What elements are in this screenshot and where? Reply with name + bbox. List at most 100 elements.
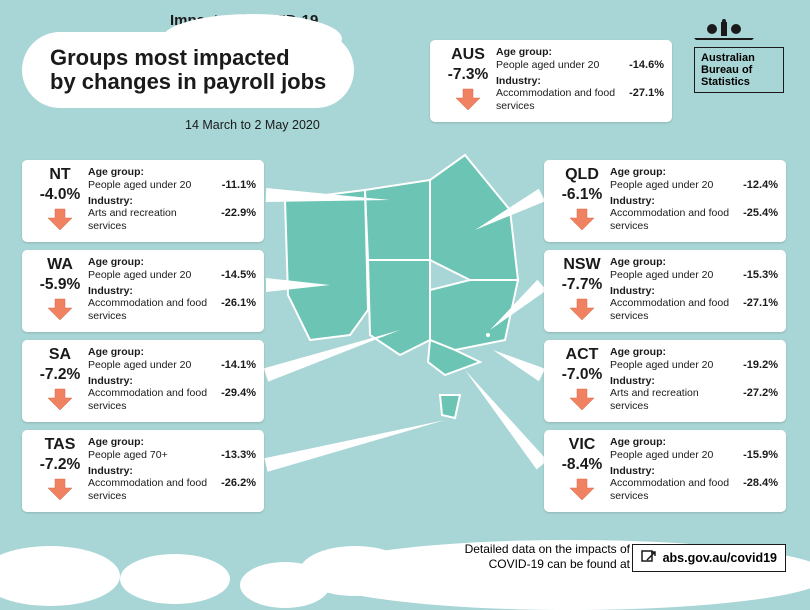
industry-label: Industry:	[610, 465, 655, 478]
industry-pct: -26.1%	[214, 297, 256, 322]
state-pct: -5.9%	[32, 276, 88, 294]
state-pct: -7.3%	[440, 66, 496, 84]
link-icon	[641, 550, 657, 566]
industry-label: Industry:	[610, 285, 655, 298]
title-line-2: by changes in payroll jobs	[50, 70, 326, 94]
state-pct: -7.2%	[32, 456, 88, 474]
card-wa: WA-5.9%Age group:People aged under 20-14…	[22, 250, 264, 332]
industry-pct: -27.2%	[736, 387, 778, 412]
industry-text: Accommodation and food services	[88, 477, 214, 502]
industry-pct: -29.4%	[214, 387, 256, 412]
footer-url-box[interactable]: abs.gov.au/covid19	[632, 544, 786, 572]
industry-label: Industry:	[88, 465, 133, 478]
arrow-down-icon	[554, 387, 610, 416]
industry-label: Industry:	[496, 75, 541, 88]
age-group-label: Age group:	[610, 346, 666, 359]
state-code: ACT	[554, 346, 610, 364]
title-line-1: Groups most impacted	[50, 46, 326, 70]
industry-text: Accommodation and food services	[496, 87, 622, 112]
industry-text: Accommodation and food services	[610, 297, 736, 322]
age-group-pct: -15.9%	[736, 449, 778, 462]
industry-label: Industry:	[610, 195, 655, 208]
title-bubble: Groups most impacted by changes in payro…	[22, 32, 354, 108]
abs-logo: Australian Bureau of Statistics	[694, 18, 784, 93]
industry-pct: -26.2%	[214, 477, 256, 502]
age-group-pct: -14.6%	[622, 59, 664, 72]
card-nt: NT -4.0%Age group:People aged under 20 -11…	[22, 160, 264, 242]
age-group-text: People aged under 20	[496, 59, 599, 72]
logo-line-2: Bureau of	[701, 64, 777, 76]
card-vic: VIC -8.4%Age group:People aged under 20 -1…	[544, 430, 786, 512]
industry-pct: -27.1%	[622, 87, 664, 112]
age-group-label: Age group:	[88, 256, 144, 269]
arrow-down-icon	[32, 297, 88, 326]
footer-line-1: Detailed data on the impacts of	[465, 542, 630, 557]
industry-label: Industry:	[610, 375, 655, 388]
industry-text: Accommodation and food services	[88, 297, 214, 322]
card-nsw: NSW -7.7%Age group:People aged under 20 -1…	[544, 250, 786, 332]
card-aus: AUS -7.3%Age group:People aged under 20 -1…	[430, 40, 672, 122]
arrow-down-icon	[32, 387, 88, 416]
state-pct: -6.1%	[554, 186, 610, 204]
age-group-text: People aged under 20	[88, 269, 191, 282]
age-group-text: People aged 70+	[88, 449, 168, 462]
date-range: 14 March to 2 May 2020	[185, 118, 320, 132]
arrow-down-icon	[554, 477, 610, 506]
age-group-label: Age group:	[88, 166, 144, 179]
industry-pct: -25.4%	[736, 207, 778, 232]
industry-text: Accommodation and food services	[88, 387, 214, 412]
state-code: QLD	[554, 166, 610, 184]
state-code: WA	[32, 256, 88, 274]
age-group-pct: -15.3%	[736, 269, 778, 282]
age-group-label: Age group:	[88, 346, 144, 359]
age-group-pct: -11.1%	[214, 179, 256, 192]
card-act: ACT-7.0%Age group:People aged under 20-1…	[544, 340, 786, 422]
industry-text: Arts and recreation services	[88, 207, 214, 232]
card-tas: TAS -7.2%Age group:People aged 70+ -13.3% I…	[22, 430, 264, 512]
arrow-down-icon	[32, 207, 88, 236]
age-group-label: Age group:	[88, 436, 144, 449]
card-qld: QLD -6.1%Age group:People aged under 20 -1…	[544, 160, 786, 242]
footer-url: abs.gov.au/covid19	[663, 551, 777, 565]
industry-pct: -22.9%	[214, 207, 256, 232]
industry-pct: -27.1%	[736, 297, 778, 322]
age-group-label: Age group:	[610, 166, 666, 179]
industry-label: Industry:	[88, 375, 133, 388]
state-pct: -7.0%	[554, 366, 610, 384]
age-group-label: Age group:	[610, 256, 666, 269]
card-sa: SA-7.2%Age group:People aged under 20-14…	[22, 340, 264, 422]
state-code: NT	[32, 166, 88, 184]
state-pct: -4.0%	[32, 186, 88, 204]
arrow-down-icon	[554, 297, 610, 326]
footer-text: Detailed data on the impacts of COVID-19…	[465, 542, 630, 572]
crest-icon	[694, 18, 754, 40]
age-group-text: People aged under 20	[610, 449, 713, 462]
age-group-text: People aged under 20	[88, 179, 191, 192]
industry-text: Arts and recreation services	[610, 387, 736, 412]
arrow-down-icon	[440, 87, 496, 116]
state-pct: -7.2%	[32, 366, 88, 384]
age-group-label: Age group:	[610, 436, 666, 449]
state-code: NSW	[554, 256, 610, 274]
logo-line-1: Australian	[701, 52, 777, 64]
state-pct: -8.4%	[554, 456, 610, 474]
industry-pct: -28.4%	[736, 477, 778, 502]
footer-line-2: COVID-19 can be found at	[465, 557, 630, 572]
age-group-pct: -14.1%	[214, 359, 256, 372]
age-group-text: People aged under 20	[610, 179, 713, 192]
age-group-label: Age group:	[496, 46, 552, 59]
industry-text: Accommodation and food services	[610, 207, 736, 232]
industry-text: Accommodation and food services	[610, 477, 736, 502]
age-group-pct: -12.4%	[736, 179, 778, 192]
arrow-down-icon	[32, 477, 88, 506]
state-code: VIC	[554, 436, 610, 454]
age-group-pct: -13.3%	[214, 449, 256, 462]
state-code: TAS	[32, 436, 88, 454]
age-group-text: People aged under 20	[88, 359, 191, 372]
age-group-text: People aged under 20	[610, 359, 713, 372]
state-code: AUS	[440, 46, 496, 64]
state-pct: -7.7%	[554, 276, 610, 294]
logo-line-3: Statistics	[701, 76, 777, 88]
age-group-text: People aged under 20	[610, 269, 713, 282]
industry-label: Industry:	[88, 195, 133, 208]
